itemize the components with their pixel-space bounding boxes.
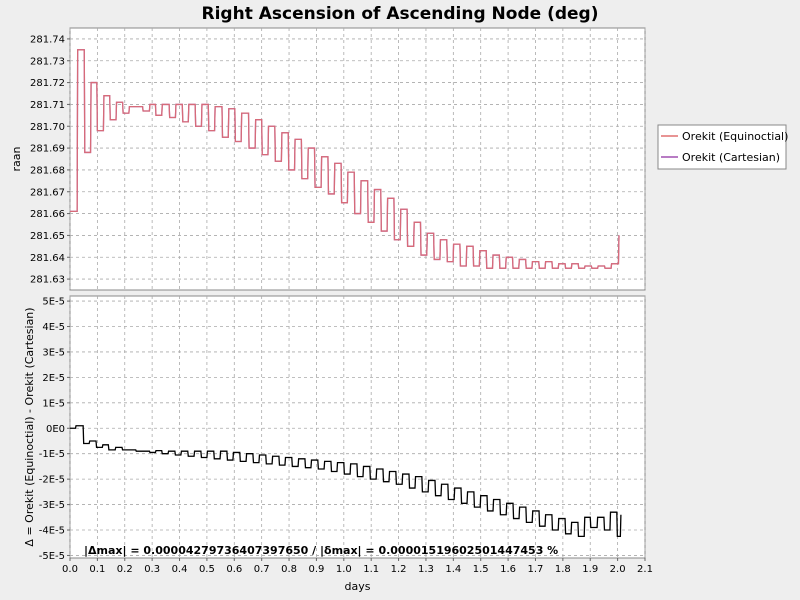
top-y-ticks: 281.63 281.64 281.65 281.66 281.67 281.68 281.… <box>30 34 70 286</box>
x-tick-label: 1.9 <box>582 564 598 575</box>
y-tick-label: -5E-5 <box>39 551 65 562</box>
y-tick-label: 281.68 <box>30 165 65 176</box>
x-tick-label: 1.8 <box>555 564 571 575</box>
x-tick-label: 0.0 <box>62 564 78 575</box>
y-tick-label: 1E-5 <box>42 398 65 409</box>
series-line-delta <box>70 425 622 538</box>
bottom-y-ticks: -5E-5 -4E-5 -3E-5 -2E-5 -1E-5 0E0 1E-5 2E-5 3E-5… <box>39 297 70 562</box>
y-tick-label: 281.72 <box>30 78 65 89</box>
x-tick-label: 0.7 <box>254 564 270 575</box>
chart-title: Right Ascension of Ascending Node (deg) <box>202 4 599 24</box>
y-tick-label: 281.66 <box>30 209 65 220</box>
x-tick-label: 2.0 <box>610 564 626 575</box>
legend-label-cartesian: Orekit (Cartesian) <box>682 151 780 164</box>
x-tick-label: 1.1 <box>363 564 379 575</box>
x-tick-label: 0.5 <box>199 564 215 575</box>
series-line-equinoctial <box>70 49 620 269</box>
y-tick-label: 281.70 <box>30 122 65 133</box>
x-tick-label: 1.0 <box>336 564 352 575</box>
y-tick-label: -1E-5 <box>39 449 65 460</box>
bottom-y-axis-label: Δ = Orekit (Equinoctial) - Orekit (Carte… <box>23 307 36 546</box>
y-tick-label: 281.74 <box>30 34 65 45</box>
y-tick-label: -4E-5 <box>39 526 65 537</box>
x-tick-label: 0.4 <box>172 564 188 575</box>
y-tick-label: -3E-5 <box>39 500 65 511</box>
y-tick-label: 281.69 <box>30 144 65 155</box>
x-tick-label: 1.4 <box>445 564 461 575</box>
bottom-series <box>70 425 622 538</box>
y-tick-label: 3E-5 <box>42 347 65 358</box>
y-tick-label: 0E0 <box>46 424 65 435</box>
x-tick-label: 0.3 <box>144 564 160 575</box>
x-tick-label: 1.2 <box>391 564 407 575</box>
legend-label-equinoctial: Orekit (Equinoctial) <box>682 130 788 143</box>
x-tick-label: 1.5 <box>473 564 489 575</box>
bottom-gridlines <box>69 296 646 558</box>
legend: Orekit (Equinoctial) Orekit (Cartesian) <box>657 124 788 170</box>
y-tick-label: 281.73 <box>30 56 65 67</box>
x-ticks: 0.0 0.1 0.2 0.3 0.4 0.5 0.6 0.7 0.8 0.9 1.0 1.1 1.2 1… <box>62 558 653 575</box>
x-axis-label: days <box>345 580 371 593</box>
top-plot-area <box>69 27 646 291</box>
y-tick-label: 281.63 <box>30 275 65 286</box>
x-tick-label: 1.6 <box>500 564 516 575</box>
top-series <box>70 49 620 269</box>
y-tick-label: 2E-5 <box>42 373 65 384</box>
x-tick-label: 0.2 <box>117 564 133 575</box>
x-tick-label: 0.6 <box>226 564 242 575</box>
y-tick-label: 281.64 <box>30 253 65 264</box>
x-tick-label: 2.1 <box>637 564 653 575</box>
y-tick-label: 281.65 <box>30 231 65 242</box>
y-tick-label: 4E-5 <box>42 322 65 333</box>
x-tick-label: 0.9 <box>308 564 324 575</box>
y-tick-label: -2E-5 <box>39 475 65 486</box>
x-tick-label: 0.8 <box>281 564 297 575</box>
top-y-axis-label: raan <box>10 146 23 171</box>
x-tick-label: 0.1 <box>89 564 105 575</box>
y-tick-label: 5E-5 <box>42 297 65 308</box>
x-tick-label: 1.3 <box>418 564 434 575</box>
x-tick-label: 1.7 <box>528 564 544 575</box>
y-tick-label: 281.67 <box>30 187 65 198</box>
y-tick-label: 281.71 <box>30 100 65 111</box>
legend-box <box>657 124 787 170</box>
top-gridlines <box>69 28 646 290</box>
delta-max-annotation: |Δmax| = 0.000042797364073976​50 / |δmax… <box>84 544 558 557</box>
